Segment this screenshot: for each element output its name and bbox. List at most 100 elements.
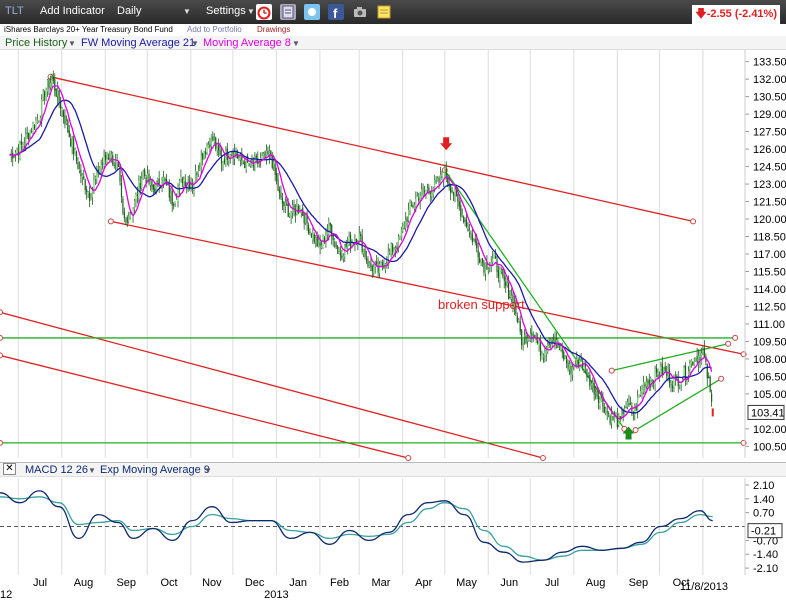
candle-body — [358, 233, 360, 244]
print-icon[interactable] — [280, 4, 296, 20]
candle-body — [228, 158, 230, 162]
candle-body — [128, 216, 130, 222]
candle-body — [267, 150, 269, 155]
candle-body — [616, 415, 618, 428]
add-indicator-button[interactable]: Add Indicator — [40, 5, 105, 17]
candle-body — [709, 376, 711, 392]
candle-body — [61, 108, 63, 111]
y-tick-label: 133.50 — [753, 57, 786, 69]
candle-body — [522, 337, 524, 344]
legend-macd[interactable]: MACD 12 26 — [25, 464, 88, 476]
candle-body — [138, 181, 140, 198]
candle-body — [86, 189, 88, 193]
candle-body — [580, 358, 582, 361]
candle-body — [471, 234, 473, 242]
candle-body — [189, 181, 191, 189]
legend-exp-ma-chevron-down-icon[interactable]: ▼ — [204, 466, 212, 475]
price-trendlines — [0, 73, 747, 461]
macd-lines — [0, 490, 713, 563]
candle-body — [149, 180, 152, 186]
legend-fw-ma-chevron-down-icon[interactable]: ▼ — [191, 39, 199, 48]
facebook-icon[interactable]: f — [328, 4, 344, 21]
candle-body — [499, 269, 501, 280]
candle-body — [117, 162, 120, 168]
candle-body — [268, 151, 270, 157]
add-to-portfolio-link[interactable]: Add to Portfolio — [187, 25, 242, 34]
close-panel-icon[interactable]: ✕ — [3, 463, 16, 475]
candle-body — [610, 413, 613, 424]
legend-ma8[interactable]: Moving Average 8 — [203, 37, 291, 49]
year-label: 12 — [0, 589, 12, 600]
candle-body — [48, 79, 50, 89]
candle-body — [286, 203, 288, 206]
legend-price-chevron-down-icon[interactable]: ▼ — [68, 39, 76, 48]
ticker-symbol[interactable]: TLT — [5, 5, 24, 17]
candle-body — [84, 179, 86, 190]
price-axis: 133.50 132.00 130.50 129.00 127.50 126.00 124.… — [744, 50, 786, 458]
candle-body — [125, 217, 127, 220]
candle-body — [457, 194, 459, 202]
candle-body — [560, 346, 562, 351]
candle-body — [216, 144, 218, 151]
period-chevron-down-icon[interactable]: ▼ — [183, 7, 191, 16]
y-tick-label: 114.00 — [753, 284, 786, 296]
x-tick-label: Jul — [545, 577, 559, 589]
candle-body — [294, 208, 297, 216]
candle-body — [126, 217, 128, 223]
candle-body — [90, 198, 92, 200]
legend-exp-ma[interactable]: Exp Moving Average 9 — [100, 464, 210, 476]
candle-body — [233, 151, 236, 160]
drawings-link[interactable]: Drawings — [257, 25, 291, 34]
candle-body — [518, 319, 520, 323]
candle-body — [289, 214, 291, 217]
candle-body — [58, 90, 60, 102]
fw-ma-line — [9, 99, 712, 414]
candle-body — [697, 355, 700, 365]
candle-body — [35, 120, 37, 130]
legend-macd-chevron-down-icon[interactable]: ▼ — [88, 466, 96, 475]
twitter-icon[interactable] — [304, 4, 320, 20]
alarm-clock-icon[interactable] — [256, 4, 272, 20]
candle-body — [486, 262, 488, 270]
candle-body — [523, 335, 526, 337]
candle-body — [539, 342, 542, 357]
candle-body — [490, 262, 492, 266]
candle-body — [378, 263, 381, 274]
candle-body — [252, 164, 255, 166]
legend-price-history[interactable]: Price History — [5, 37, 68, 49]
macd-y-tick-label: -2.10 — [753, 563, 778, 575]
candle-body — [322, 236, 324, 248]
candle-body — [364, 249, 366, 258]
candle-body — [444, 167, 446, 179]
candle-body — [429, 191, 431, 195]
candle-body — [116, 160, 118, 162]
candle-body — [16, 150, 18, 154]
legend-fw-ma[interactable]: FW Moving Average 21 — [81, 37, 196, 49]
candle-body — [13, 155, 15, 157]
candle-body — [207, 144, 210, 149]
settings-button[interactable]: Settings — [206, 5, 246, 17]
candle-body — [297, 206, 299, 214]
x-tick-label: Mar — [371, 577, 390, 589]
line-endpoint — [0, 352, 3, 359]
camera-icon[interactable] — [352, 4, 368, 20]
candle-body — [641, 390, 643, 392]
candle-body — [463, 216, 465, 223]
candle-body — [557, 341, 559, 348]
candle-body — [248, 163, 250, 166]
period-select[interactable]: Daily — [117, 5, 141, 17]
x-tick-label: Sep — [116, 577, 136, 589]
note-icon[interactable] — [376, 4, 392, 20]
legend-ma8-chevron-down-icon[interactable]: ▼ — [292, 39, 300, 48]
candle-body — [468, 230, 471, 232]
candle-body — [194, 170, 197, 183]
candle-body — [494, 255, 497, 259]
candle-body — [247, 155, 249, 163]
candle-body — [605, 409, 607, 414]
line-endpoint — [405, 455, 412, 461]
candle-body — [22, 144, 24, 147]
candle-body — [115, 159, 117, 163]
settings-chevron-down-icon[interactable]: ▼ — [247, 7, 255, 16]
candle-body — [535, 337, 537, 340]
candle-body — [613, 416, 616, 422]
